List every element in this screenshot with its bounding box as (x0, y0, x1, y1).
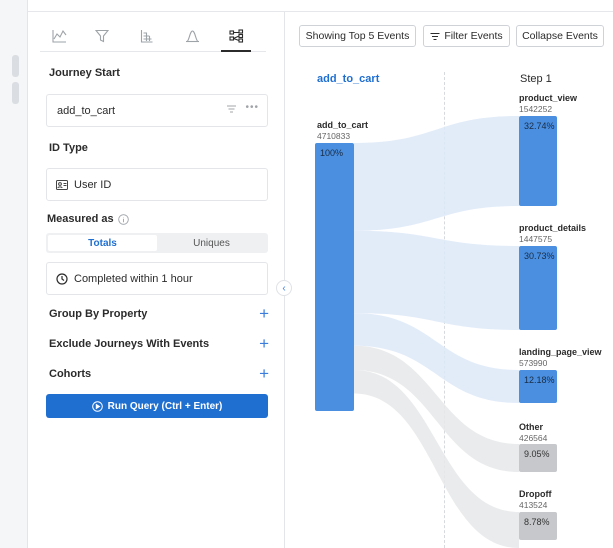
tab-insights[interactable] (44, 22, 74, 50)
step-node-label: Dropoff (519, 489, 552, 499)
step-node-count: 1447575 (519, 234, 553, 244)
run-query-label: Run Query (Ctrl + Enter) (107, 400, 223, 412)
exclude-journeys-label: Exclude Journeys With Events (49, 338, 210, 350)
start-node-bar[interactable]: 100% (315, 143, 354, 411)
id-type-value: User ID (74, 178, 112, 191)
flow-link[interactable] (354, 313, 519, 403)
line-chart-icon (51, 29, 66, 43)
collapse-events-label: Collapse Events (522, 30, 598, 42)
clock-icon (56, 272, 68, 285)
tab-flows[interactable] (221, 22, 251, 52)
tab-funnels[interactable] (87, 22, 117, 50)
step-node-count: 426564 (519, 433, 548, 443)
tab-retention[interactable] (132, 22, 162, 50)
exclude-journeys-row: Exclude Journeys With Events + (49, 334, 269, 353)
step-node-bar[interactable]: 12.18% (519, 370, 557, 403)
id-type-field[interactable]: User ID (46, 168, 268, 201)
distribution-icon (185, 30, 199, 43)
id-card-icon (56, 179, 68, 190)
id-type-label: ID Type (49, 142, 88, 154)
start-column-title[interactable]: add_to_cart (317, 73, 380, 85)
journey-start-field[interactable]: add_to_cart ••• (46, 94, 268, 127)
cohorts-row: Cohorts + (49, 364, 269, 383)
step-node-pct: 32.74% (524, 121, 555, 131)
completed-within-value: Completed within 1 hour (74, 272, 193, 285)
start-node-label: add_to_cart (317, 120, 369, 130)
info-icon[interactable] (117, 213, 129, 225)
add-cohort-icon[interactable]: + (259, 364, 269, 383)
more-options-icon[interactable]: ••• (245, 102, 259, 113)
group-by-label: Group By Property (49, 308, 148, 320)
top-events-label: Showing Top 5 Events (305, 30, 410, 42)
flow-link[interactable] (354, 230, 519, 330)
tab-distribution[interactable] (177, 22, 207, 50)
step-node-count: 1542252 (519, 104, 553, 114)
completed-within-field[interactable]: Completed within 1 hour (46, 262, 268, 295)
filter-lines-icon (430, 32, 440, 40)
cohorts-label: Cohorts (49, 368, 92, 380)
filter-events-button[interactable]: Filter Events (423, 25, 510, 47)
query-panel: Journey Start add_to_cart ••• ID Type Us… (28, 12, 285, 548)
step-node-label: landing_page_view (519, 347, 602, 357)
top-border (28, 0, 613, 12)
measured-as-label: Measured as (47, 213, 129, 225)
step-node-label: product_view (519, 93, 578, 103)
flows-icon (228, 29, 243, 43)
flow-link[interactable] (354, 370, 519, 548)
start-node-pct: 100% (320, 148, 344, 158)
step-node-pct: 9.05% (524, 449, 550, 459)
step-node-bar[interactable]: 8.78% (519, 512, 557, 540)
chevron-left-icon: ‹ (282, 282, 286, 294)
collapse-events-button[interactable]: Collapse Events (516, 25, 604, 47)
step-node-bar[interactable]: 9.05% (519, 444, 557, 472)
flow-link[interactable] (354, 345, 519, 472)
toggle-uniques[interactable]: Uniques (193, 237, 230, 249)
step-node-pct: 8.78% (524, 517, 550, 527)
step-node-pct: 30.73% (524, 251, 555, 261)
add-exclude-icon[interactable]: + (259, 334, 269, 353)
retention-icon (140, 30, 153, 43)
left-gutter (0, 0, 28, 548)
start-node-count: 4710833 (317, 131, 351, 141)
step-column-title: Step 1 (520, 73, 552, 85)
flow-link[interactable] (354, 116, 519, 231)
measured-as-text: Measured as (47, 213, 114, 225)
step-node-label: Other (519, 422, 544, 432)
column-divider (444, 72, 445, 548)
funnel-icon (95, 29, 109, 43)
measured-as-toggle: Totals Uniques (46, 233, 268, 253)
journey-start-label: Journey Start (49, 67, 120, 79)
toggle-totals[interactable]: Totals (48, 235, 157, 251)
step-node-bar[interactable]: 30.73% (519, 246, 557, 330)
step-node-count: 413524 (519, 500, 548, 510)
play-icon (91, 400, 103, 412)
journey-start-value: add_to_cart (57, 104, 116, 117)
run-query-button[interactable]: Run Query (Ctrl + Enter) (46, 394, 268, 418)
group-by-row: Group By Property + (49, 304, 269, 323)
report-type-tabs (40, 22, 266, 52)
filter-events-label: Filter Events (444, 30, 503, 42)
step-node-bar[interactable]: 32.74% (519, 116, 557, 206)
filter-icon[interactable] (226, 104, 237, 114)
step-node-pct: 12.18% (524, 375, 555, 385)
step-node-label: product_details (519, 223, 587, 233)
add-group-by-icon[interactable]: + (259, 304, 269, 323)
gutter-handle[interactable] (12, 82, 19, 104)
collapse-panel-button[interactable]: ‹ (276, 280, 292, 296)
gutter-handle[interactable] (12, 55, 19, 77)
step-node-count: 573990 (519, 358, 548, 368)
top-events-button[interactable]: Showing Top 5 Events (299, 25, 416, 47)
